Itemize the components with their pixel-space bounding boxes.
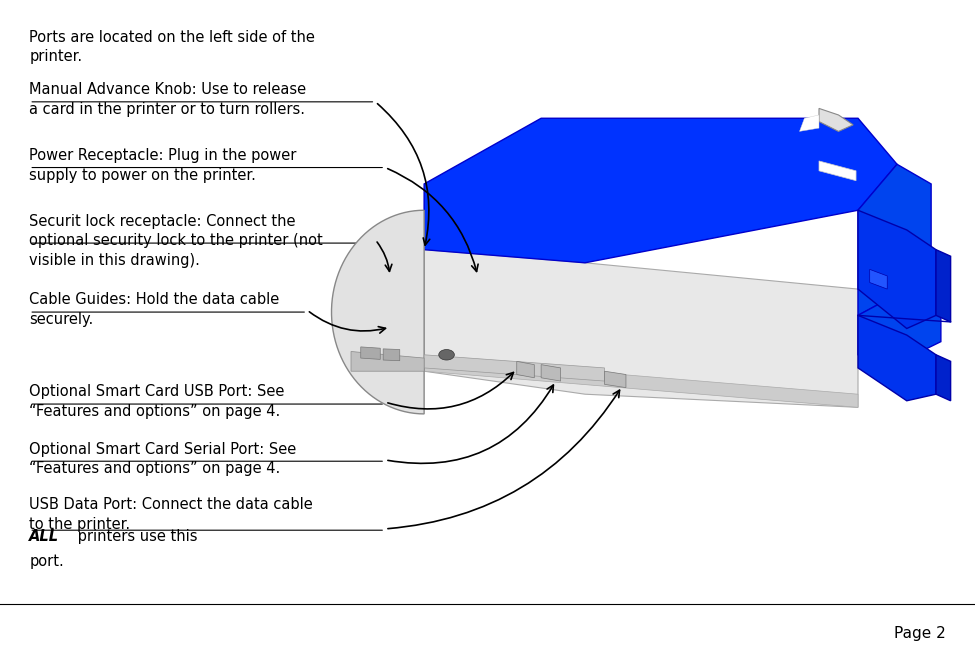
- Text: Ports are located on the left side of the
printer.: Ports are located on the left side of th…: [29, 30, 315, 64]
- Polygon shape: [870, 269, 887, 289]
- Polygon shape: [541, 365, 561, 381]
- Polygon shape: [424, 358, 858, 407]
- Polygon shape: [936, 250, 951, 322]
- Text: printers use this: printers use this: [73, 529, 198, 544]
- Polygon shape: [858, 276, 941, 368]
- Text: Page 2: Page 2: [894, 625, 946, 641]
- Text: ALL: ALL: [29, 529, 59, 544]
- Polygon shape: [424, 118, 897, 263]
- Text: Cable Guides: Hold the data cable
securely.: Cable Guides: Hold the data cable secure…: [29, 292, 280, 327]
- Text: Securit lock receptacle: Connect the
optional security lock to the printer (not
: Securit lock receptacle: Connect the opt…: [29, 214, 323, 268]
- Polygon shape: [424, 250, 858, 407]
- Polygon shape: [858, 164, 931, 315]
- Text: Manual Advance Knob: Use to release
a card in the printer or to turn rollers.: Manual Advance Knob: Use to release a ca…: [29, 82, 306, 117]
- Circle shape: [439, 350, 454, 360]
- Polygon shape: [604, 371, 626, 388]
- Polygon shape: [424, 355, 604, 381]
- Text: USB Data Port: Connect the data cable
to the printer.: USB Data Port: Connect the data cable to…: [29, 497, 313, 532]
- Polygon shape: [858, 210, 936, 328]
- Polygon shape: [858, 315, 936, 401]
- Text: Optional Smart Card USB Port: See
“Features and options” on page 4.: Optional Smart Card USB Port: See “Featu…: [29, 384, 285, 419]
- Polygon shape: [332, 210, 424, 414]
- Polygon shape: [819, 161, 856, 181]
- Polygon shape: [517, 361, 534, 378]
- Polygon shape: [819, 108, 853, 131]
- Text: Optional Smart Card Serial Port: See
“Features and options” on page 4.: Optional Smart Card Serial Port: See “Fe…: [29, 442, 296, 476]
- Polygon shape: [800, 115, 819, 131]
- Text: Power Receptacle: Plug in the power
supply to power on the printer.: Power Receptacle: Plug in the power supp…: [29, 148, 296, 183]
- Polygon shape: [383, 349, 400, 361]
- Polygon shape: [361, 347, 380, 359]
- Polygon shape: [936, 355, 951, 401]
- Polygon shape: [351, 351, 424, 371]
- Text: port.: port.: [29, 554, 64, 569]
